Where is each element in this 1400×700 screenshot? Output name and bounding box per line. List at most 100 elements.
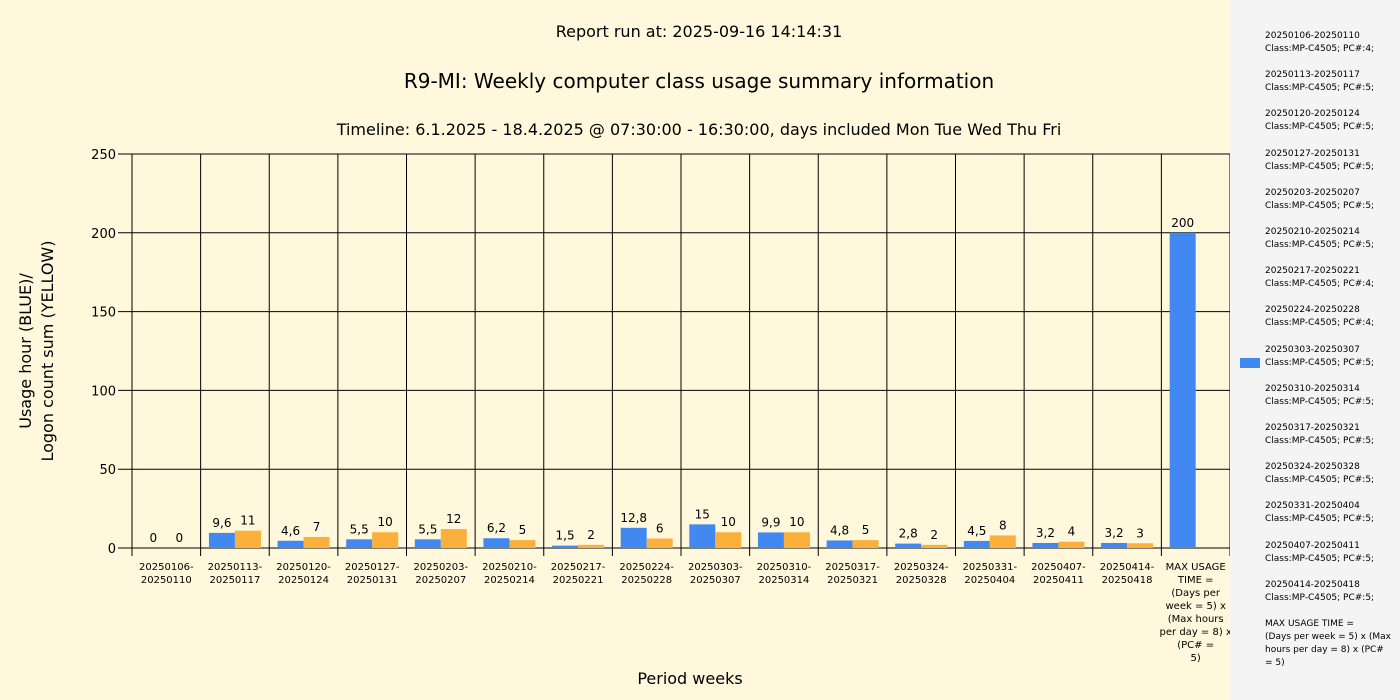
legend-item: 20250217-20250221 Class:MP-C4505; PC#:4; [1265, 265, 1393, 291]
legend-item-class: Class:MP-C4505; PC#:5; [1265, 161, 1375, 172]
usage-hours-data-label: 3,2 [1105, 526, 1124, 540]
usage-hours-bar [1101, 542, 1128, 548]
legend-item-class: Class:MP-C4505; PC#:4; [1265, 279, 1375, 290]
x-tick-label: 20250303-20250307 [688, 562, 743, 586]
report-run-timestamp: Report run at: 2025-09-16 14:14:31 [555, 22, 843, 41]
logon-count-data-label: 3 [1136, 526, 1144, 540]
legend-item: 20250203-20250207 Class:MP-C4505; PC#:5; [1265, 187, 1393, 213]
y-tick-label: 250 [91, 148, 116, 163]
legend-item-class: Class:MP-C4505; PC#:5; [1265, 553, 1375, 564]
legend-item-class: Class:MP-C4505; PC#:5; [1265, 475, 1375, 486]
y-tick-label: 150 [91, 306, 116, 321]
legend-note-line: = 5) [1265, 658, 1285, 668]
legend-swatch [1240, 357, 1260, 368]
x-tick-label: 20250407-20250411 [1031, 562, 1086, 586]
y-tick-label: 50 [99, 463, 116, 478]
usage-hours-data-label: 9,9 [761, 515, 780, 529]
logon-count-bar [715, 532, 742, 548]
legend-item-class: Class:MP-C4505; PC#:5; [1265, 83, 1375, 94]
usage-hours-bar [277, 540, 304, 548]
legend-item: 20250331-20250404 Class:MP-C4505; PC#:5; [1265, 500, 1393, 526]
usage-hours-data-label: 4,5 [967, 524, 986, 538]
logon-count-bar [372, 532, 399, 548]
x-tick-label: 20250324-20250328 [894, 562, 949, 586]
logon-count-data-label: 11 [240, 514, 255, 528]
legend-item: 20250303-20250307 Class:MP-C4505; PC#:5; [1265, 344, 1393, 370]
logon-count-bar [578, 544, 605, 548]
x-tick-label: 20250210-20250214 [482, 562, 537, 586]
x-axis-title: Period weeks [637, 669, 743, 688]
logon-count-data-label: 2 [587, 528, 595, 542]
legend-note-line: hours per day = 8) x (PC# [1265, 645, 1384, 655]
legend-item-class: Class:MP-C4505; PC#:5; [1265, 200, 1375, 211]
x-tick-label: 20250217-20250221 [551, 562, 606, 586]
legend-item: 20250120-20250124 Class:MP-C4505; PC#:5; [1265, 108, 1393, 134]
legend-item-period: 20250210-20250214 [1265, 227, 1360, 237]
x-tick-label: 20250127-20250131 [345, 562, 400, 586]
usage-hours-bar [552, 545, 579, 548]
legend-item: 20250113-20250117 Class:MP-C4505; PC#:5; [1265, 69, 1393, 95]
usage-hours-bar [208, 532, 235, 548]
usage-hours-bar [620, 527, 647, 548]
usage-hours-data-label: 15 [695, 507, 710, 521]
chart-area: Report run at: 2025-09-16 14:14:31 R9-MI… [16, 22, 1230, 688]
usage-hours-data-label: 5,5 [418, 522, 437, 536]
x-tick-label: 20250113-20250117 [208, 562, 263, 586]
logon-count-data-label: 0 [175, 531, 183, 545]
logon-count-bar [509, 540, 536, 548]
usage-hours-bar [826, 540, 853, 548]
logon-count-bar [989, 535, 1016, 548]
y-tick-label: 0 [108, 542, 116, 557]
logon-count-data-label: 4 [1068, 525, 1076, 539]
usage-hours-bar [346, 539, 373, 548]
y-tick-label: 100 [91, 384, 116, 399]
legend-item: 20250106-20250110 Class:MP-C4505; PC#:4; [1265, 30, 1393, 56]
legend-item-class: Class:MP-C4505; PC#:5; [1265, 240, 1375, 250]
legend-item-class: Class:MP-C4505; PC#:5; [1265, 122, 1375, 133]
legend-note-line: MAX USAGE TIME = [1265, 619, 1354, 629]
usage-hours-data-label: 6,2 [487, 521, 506, 535]
x-tick-label: 20250317-20250321 [825, 562, 880, 586]
legend-item-period: 20250324-20250328 [1265, 462, 1360, 473]
logon-count-data-label: 10 [378, 515, 393, 529]
legend-item-class: Class:MP-C4505; PC#:5; [1265, 592, 1375, 603]
legend-item-class: Class:MP-C4505; PC#:5; [1265, 396, 1375, 407]
x-tick-label: 20250120-20250124 [276, 562, 331, 586]
logon-count-data-label: 2 [930, 528, 938, 542]
logon-count-data-label: 7 [313, 520, 321, 534]
legend-item-class: Class:MP-C4505; PC#:4; [1265, 44, 1375, 54]
legend-item: 20250127-20250131 Class:MP-C4505; PC#:5; [1265, 148, 1393, 174]
logon-count-data-label: 12 [446, 512, 461, 526]
logon-count-data-label: 5 [862, 523, 870, 537]
legend-item-class: Class:MP-C4505; PC#:4; [1265, 318, 1375, 329]
logon-count-bar [1058, 541, 1085, 548]
legend-note-line: (Days per week = 5) x (Max [1265, 632, 1391, 642]
legend-item-period: 20250407-20250411 [1265, 540, 1360, 551]
legend-item: 20250310-20250314 Class:MP-C4505; PC#:5; [1265, 383, 1393, 409]
logon-count-data-label: 5 [519, 523, 527, 537]
legend-item: 20250414-20250418 Class:MP-C4505; PC#:5; [1265, 579, 1393, 605]
x-tick-label: 20250331-20250404 [963, 562, 1018, 586]
logon-count-bar [921, 544, 948, 548]
logon-count-bar [1127, 543, 1154, 548]
legend-item-period: 20250317-20250321 [1265, 423, 1360, 433]
logon-count-bar [646, 538, 673, 548]
logon-count-data-label: 6 [656, 522, 664, 536]
logon-count-data-label: 8 [999, 518, 1007, 532]
legend-item: 20250317-20250321 Class:MP-C4505; PC#:5; [1265, 422, 1393, 448]
x-tick-label: 20250203-20250207 [414, 562, 469, 586]
legend-item-period: 20250331-20250404 [1265, 501, 1360, 512]
usage-hours-data-label: 4,8 [830, 523, 849, 537]
legend-item: 20250210-20250214 Class:MP-C4505; PC#:5; [1265, 226, 1393, 252]
logon-count-bar [852, 540, 879, 548]
legend-item-period: 20250106-20250110 [1265, 31, 1360, 41]
usage-hours-data-label: 200 [1171, 216, 1194, 230]
usage-hours-data-label: 0 [149, 531, 157, 545]
usage-hours-bar [1032, 542, 1059, 548]
timeline-subtitle: Timeline: 6.1.2025 - 18.4.2025 @ 07:30:0… [336, 120, 1062, 139]
usage-hours-data-label: 1,5 [556, 529, 575, 543]
legend-item-period: 20250414-20250418 [1265, 579, 1360, 590]
usage-hours-data-label: 5,5 [350, 522, 369, 536]
logon-count-bar [303, 536, 330, 548]
usage-hours-bar [963, 540, 990, 548]
